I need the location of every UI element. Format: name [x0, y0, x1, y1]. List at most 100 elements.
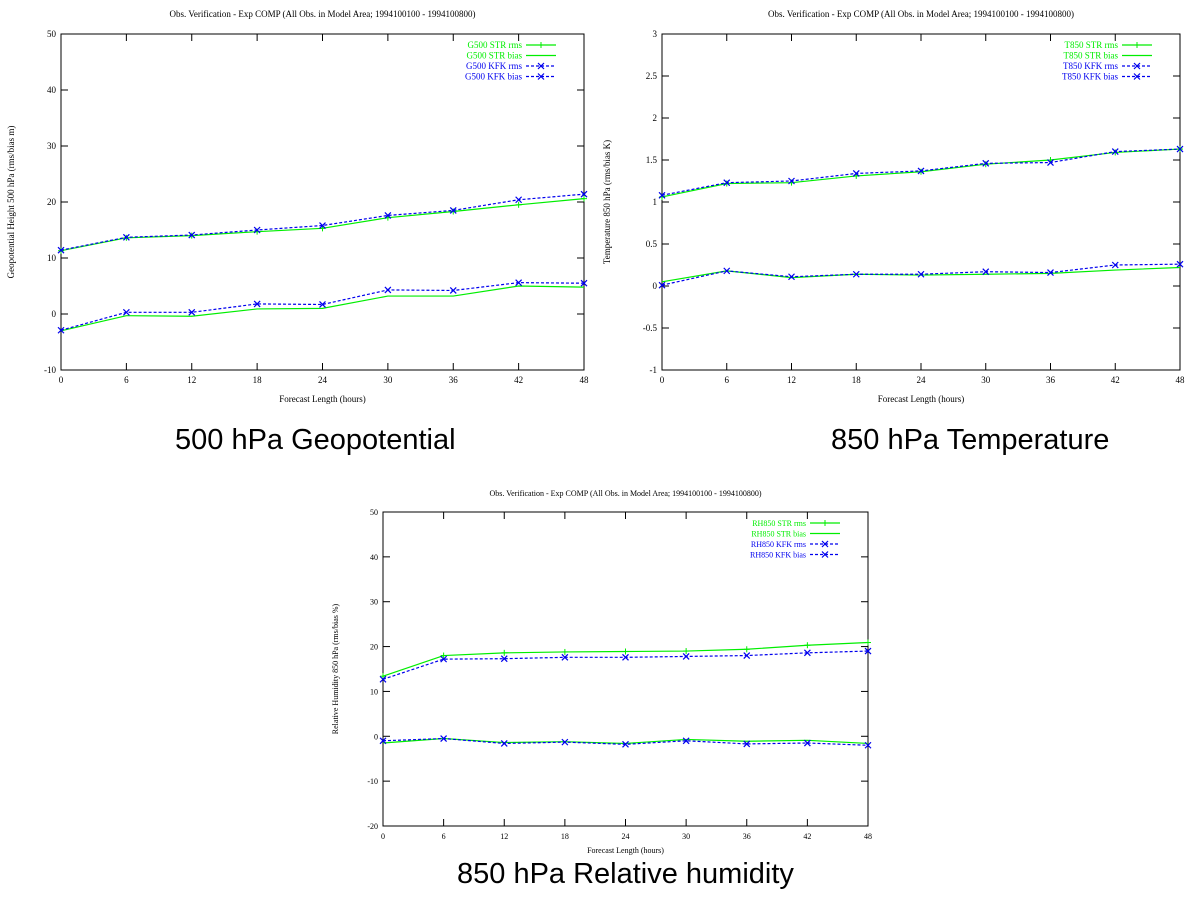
data-point	[500, 740, 508, 747]
x-tick-label: 36	[449, 375, 459, 385]
marker-d2	[723, 179, 731, 187]
x-tick-label: 6	[124, 375, 129, 385]
marker-d2	[622, 653, 629, 661]
data-point	[580, 279, 588, 287]
marker-d2	[449, 287, 457, 294]
data-point	[864, 647, 872, 655]
x-tick-label: 30	[383, 375, 393, 385]
y-tick-label: 50	[47, 29, 57, 39]
y-tick-label: 3	[653, 29, 658, 39]
marker-d2	[917, 167, 925, 175]
data-point	[804, 642, 811, 649]
legend-label: T850 KFK rms	[1063, 61, 1118, 71]
y-axis-label: Relative Humidity 850 hPa (rms/bias %)	[331, 603, 340, 734]
marker-d2	[253, 300, 261, 308]
x-tick-label: 6	[442, 832, 446, 841]
marker-d2	[57, 246, 65, 254]
marker-d2	[122, 233, 130, 241]
temperature-caption: 850 hPa Temperature	[831, 424, 1110, 456]
y-tick-label: 40	[47, 85, 57, 95]
data-point	[982, 159, 990, 167]
x-tick-label: 18	[852, 375, 862, 385]
legend-label: T850 STR bias	[1063, 51, 1118, 61]
marker-d2	[515, 279, 523, 287]
y-tick-label: 0.5	[646, 239, 658, 249]
series-line-1	[60, 285, 585, 332]
marker-d2	[982, 159, 990, 167]
marker-d2	[788, 177, 795, 185]
y-tick-label: -1	[650, 365, 658, 375]
marker-d2	[982, 268, 990, 276]
data-point	[319, 222, 326, 229]
marker-d2	[852, 170, 860, 177]
data-point	[561, 738, 569, 746]
data-point	[1111, 261, 1119, 269]
y-tick-label: 30	[370, 598, 378, 607]
geopotential-chart: Obs. Verification - Exp COMP (All Obs. i…	[6, 9, 589, 404]
data-point	[622, 648, 629, 655]
data-point	[384, 286, 392, 294]
data-point	[788, 273, 795, 281]
marker-d2	[449, 206, 457, 214]
data-point	[319, 301, 326, 308]
marker-d2	[319, 301, 326, 308]
x-tick-label: 12	[187, 375, 196, 385]
x-axis-label: Forecast Length (hours)	[878, 394, 964, 404]
data-point	[450, 208, 457, 215]
y-tick-label: 20	[47, 197, 57, 207]
data-point	[917, 270, 925, 278]
marker-d2	[384, 286, 392, 294]
data-point	[865, 639, 871, 646]
y-axis-label: Temperature 850 hPa (rms/bias K)	[602, 140, 612, 264]
x-tick-label: 36	[743, 832, 751, 841]
data-point	[743, 740, 751, 748]
series-line-2	[60, 193, 585, 251]
chart-title: Obs. Verification - Exp COMP (All Obs. i…	[490, 489, 762, 498]
y-tick-label: -10	[44, 365, 56, 375]
y-tick-label: 50	[370, 508, 378, 517]
marker-d2	[852, 270, 860, 278]
data-point	[803, 649, 811, 657]
marker-d2	[580, 190, 588, 198]
chart-title: Obs. Verification - Exp COMP (All Obs. i…	[768, 9, 1074, 19]
marker-d2	[682, 653, 690, 660]
data-point	[852, 170, 860, 177]
marker-d2	[379, 675, 387, 683]
y-tick-label: 40	[370, 553, 378, 562]
data-point	[515, 196, 523, 204]
marker-d2	[682, 737, 690, 745]
temperature-chart: Obs. Verification - Exp COMP (All Obs. i…	[602, 9, 1186, 404]
data-point	[379, 675, 387, 683]
legend-label: RH850 STR bias	[751, 530, 806, 539]
marker-d2	[864, 647, 872, 655]
x-tick-label: 24	[917, 375, 927, 385]
data-point	[658, 281, 666, 289]
data-point	[622, 653, 629, 661]
marker-d2	[1047, 269, 1054, 276]
x-tick-label: 0	[660, 375, 665, 385]
marker-d2	[788, 273, 795, 281]
legend-label: G500 STR bias	[466, 51, 522, 61]
legend-label: RH850 STR rms	[752, 519, 806, 528]
data-point	[743, 646, 750, 653]
data-point	[380, 673, 386, 680]
y-tick-label: 2	[653, 113, 658, 123]
legend-marker	[1133, 73, 1141, 80]
x-tick-label: 30	[981, 375, 991, 385]
data-point	[723, 267, 731, 275]
data-point	[253, 226, 261, 234]
marker-d2	[515, 196, 523, 204]
x-tick-label: 48	[1176, 375, 1186, 385]
y-tick-label: 10	[370, 687, 378, 696]
data-point	[449, 287, 457, 294]
legend-marker	[537, 73, 545, 80]
marker-d2	[188, 308, 196, 316]
plot-frame	[661, 33, 1181, 371]
marker-d2	[188, 231, 196, 239]
data-point	[581, 195, 587, 202]
marker-d2	[1176, 260, 1184, 268]
data-point	[1047, 159, 1054, 166]
data-point	[1111, 148, 1119, 156]
y-tick-label: -0.5	[643, 323, 658, 333]
data-point	[852, 270, 860, 278]
